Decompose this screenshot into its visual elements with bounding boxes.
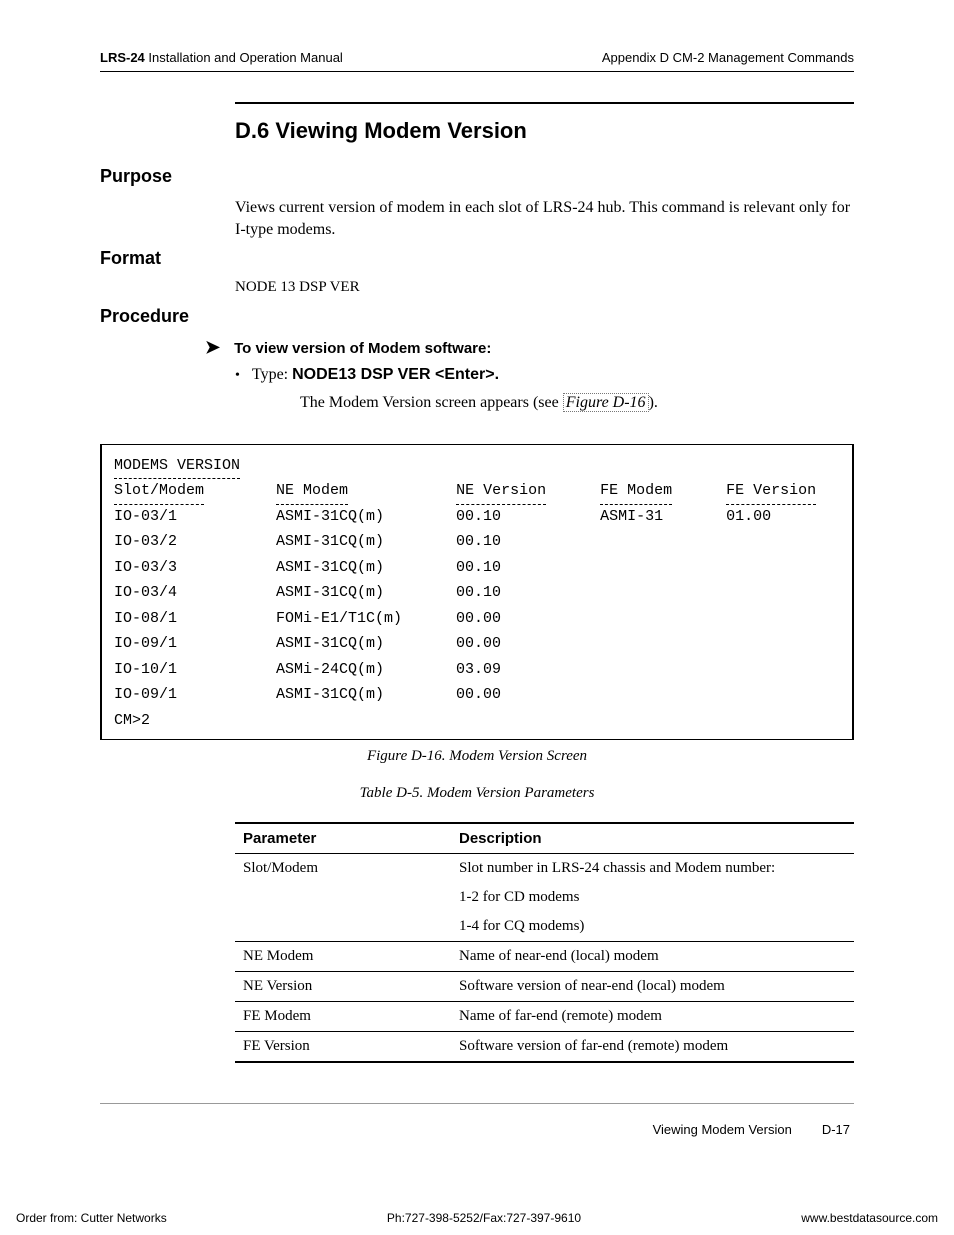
terminal-data-row: IO-03/4 ASMI-31CQ(m) 00.10 <box>114 580 840 606</box>
format-heading: Format <box>100 248 854 269</box>
page: LRS-24 Installation and Operation Manual… <box>0 0 954 1235</box>
running-head-right: Appendix D CM-2 Management Commands <box>602 50 854 65</box>
bullet-icon: • <box>235 368 240 384</box>
parameter-table: Parameter Description Slot/ModemSlot num… <box>235 822 854 1063</box>
figure-caption: Figure D-16. Modem Version Screen <box>100 748 854 765</box>
param-cell: FE Version <box>235 1032 451 1063</box>
param-cell: NE Version <box>235 972 451 1002</box>
format-text: NODE 13 DSP VER <box>235 279 854 296</box>
procedure-type-wrap: Type: NODE13 DSP VER <Enter>. <box>252 366 499 384</box>
param-cell <box>235 912 451 942</box>
terminal-screen: MODEMS VERSIONSlot/Modem NE Modem NE Ver… <box>100 444 854 741</box>
desc-cell: Software version of far-end (remote) mod… <box>451 1032 854 1063</box>
footer-pagenum: D-17 <box>822 1122 850 1137</box>
param-cell: FE Modem <box>235 1002 451 1032</box>
running-head: LRS-24 Installation and Operation Manual… <box>100 50 854 72</box>
terminal-data-row: IO-09/1 ASMI-31CQ(m) 00.00 <box>114 682 840 708</box>
section-heading: Viewing Modem Version <box>275 118 526 143</box>
table-row: 1-2 for CD modems <box>235 883 854 912</box>
desc-cell: Name of far-end (remote) modem <box>451 1002 854 1032</box>
param-col-parameter: Parameter <box>235 823 451 854</box>
param-col-description: Description <box>451 823 854 854</box>
terminal-data-row: IO-03/2 ASMI-31CQ(m) 00.10 <box>114 529 840 555</box>
purpose-text: Views current version of modem in each s… <box>235 197 854 240</box>
figure-reference[interactable]: Figure D-16 <box>563 393 649 412</box>
param-cell: Slot/Modem <box>235 854 451 884</box>
terminal-data-row: IO-03/3 ASMI-31CQ(m) 00.10 <box>114 555 840 581</box>
desc-cell: 1-4 for CQ modems) <box>451 912 854 942</box>
table-row: 1-4 for CQ modems) <box>235 912 854 942</box>
param-cell: NE Modem <box>235 942 451 972</box>
procedure-heading: Procedure <box>100 306 854 327</box>
terminal-data-row: IO-08/1 FOMi-E1/T1C(m) 00.00 <box>114 606 840 632</box>
table-caption: Table D-5. Modem Version Parameters <box>100 785 854 802</box>
terminal-header-cell: Slot/Modem <box>114 478 204 505</box>
running-head-left-rest: Installation and Operation Manual <box>145 50 343 65</box>
bottom-right: www.bestdatasource.com <box>801 1211 938 1225</box>
procedure-result: The Modem Version screen appears (see Fi… <box>300 392 854 414</box>
procedure-lead-line: ➤ To view version of Modem software: <box>205 337 854 358</box>
section-number: D.6 <box>235 118 269 143</box>
procedure-result-post: ). <box>649 394 658 411</box>
table-row: NE VersionSoftware version of near-end (… <box>235 972 854 1002</box>
footer-right: Viewing Modem Version D-17 <box>100 1122 854 1137</box>
procedure-type-label: Type: <box>252 366 288 383</box>
terminal-data-row: IO-09/1 ASMI-31CQ(m) 00.00 <box>114 631 840 657</box>
terminal-header-cell: FE Version <box>726 478 816 505</box>
running-head-left: LRS-24 Installation and Operation Manual <box>100 50 343 65</box>
procedure-result-pre: The Modem Version screen appears (see <box>300 394 563 411</box>
arrow-icon: ➤ <box>205 337 220 358</box>
bottom-center: Ph:727-398-5252/Fax:727-397-9610 <box>387 1211 581 1225</box>
purpose-heading: Purpose <box>100 166 854 187</box>
terminal-header-cell: NE Modem <box>276 478 348 505</box>
terminal-data-row: IO-03/1 ASMI-31CQ(m) 00.10 ASMI-31 01.00 <box>114 504 840 530</box>
desc-cell: 1-2 for CD modems <box>451 883 854 912</box>
footer-section: Viewing Modem Version <box>653 1122 792 1137</box>
running-head-left-bold: LRS-24 <box>100 50 145 65</box>
table-row: FE VersionSoftware version of far-end (r… <box>235 1032 854 1063</box>
table-row: FE ModemName of far-end (remote) modem <box>235 1002 854 1032</box>
bottom-left: Order from: Cutter Networks <box>16 1211 167 1225</box>
table-row: NE ModemName of near-end (local) modem <box>235 942 854 972</box>
terminal-header-row: Slot/Modem NE Modem NE Version FE Modem … <box>114 478 840 504</box>
procedure-type-cmd: NODE13 DSP VER <Enter>. <box>292 366 499 383</box>
desc-cell: Name of near-end (local) modem <box>451 942 854 972</box>
footer-divider <box>100 1103 854 1104</box>
procedure-lead: To view version of Modem software: <box>234 340 491 357</box>
desc-cell: Software version of near-end (local) mod… <box>451 972 854 1002</box>
terminal-header-cell: NE Version <box>456 478 546 505</box>
terminal-title: MODEMS VERSION <box>114 453 240 480</box>
terminal-prompt: CM>2 <box>114 708 840 734</box>
terminal-data-row: IO-10/1 ASMi-24CQ(m) 03.09 <box>114 657 840 683</box>
terminal-header-cell: FE Modem <box>600 478 672 505</box>
table-row: Slot/ModemSlot number in LRS-24 chassis … <box>235 854 854 884</box>
param-cell <box>235 883 451 912</box>
procedure-type-line: • Type: NODE13 DSP VER <Enter>. <box>235 366 854 384</box>
bottom-line: Order from: Cutter Networks Ph:727-398-5… <box>0 1211 954 1225</box>
section-title: D.6 Viewing Modem Version <box>235 102 854 144</box>
desc-cell: Slot number in LRS-24 chassis and Modem … <box>451 854 854 884</box>
